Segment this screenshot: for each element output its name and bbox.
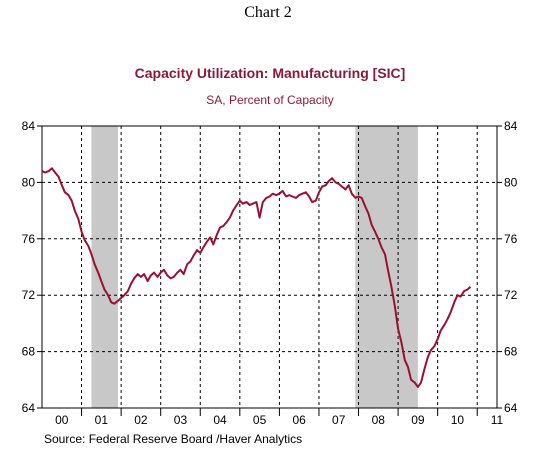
x-label-02: 02 bbox=[134, 413, 148, 427]
x-label-05: 05 bbox=[253, 413, 267, 427]
x-label-09: 09 bbox=[411, 413, 425, 427]
y-label-left-68: 68 bbox=[22, 345, 36, 359]
chart-subtitle: SA, Percent of Capacity bbox=[206, 93, 333, 107]
y-label-right-64: 64 bbox=[504, 401, 518, 415]
x-label-06: 06 bbox=[292, 413, 306, 427]
y-label-left-64: 64 bbox=[22, 401, 36, 415]
y-label-left-84: 84 bbox=[22, 119, 36, 133]
series-line-capacity-utilization bbox=[41, 167, 472, 388]
x-label-07: 07 bbox=[332, 413, 346, 427]
y-label-right-84: 84 bbox=[504, 119, 518, 133]
x-label-11: 11 bbox=[491, 413, 504, 427]
axis-tick-marks bbox=[37, 125, 502, 416]
y-axis-right-labels: 64 68 72 76 80 84 bbox=[504, 119, 518, 415]
plot-frame bbox=[41, 125, 498, 409]
y-label-right-68: 68 bbox=[504, 345, 518, 359]
y-label-right-72: 72 bbox=[504, 288, 518, 302]
y-label-left-76: 76 bbox=[22, 232, 36, 246]
grid-lines bbox=[42, 126, 497, 408]
y-label-left-80: 80 bbox=[22, 175, 36, 189]
x-label-04: 04 bbox=[213, 413, 227, 427]
recession-shading bbox=[91, 126, 418, 408]
x-label-08: 08 bbox=[372, 413, 386, 427]
y-label-right-76: 76 bbox=[504, 232, 518, 246]
chart-number: Chart 2 bbox=[244, 4, 292, 21]
source-note: Source: Federal Reserve Board /Haver Ana… bbox=[44, 432, 302, 446]
y-label-right-80: 80 bbox=[504, 175, 518, 189]
chart-title: Capacity Utilization: Manufacturing [SIC… bbox=[135, 65, 406, 81]
x-axis-labels: 00 01 02 03 04 05 06 07 08 09 10 11 bbox=[55, 413, 503, 427]
y-axis-left-labels: 64 68 72 76 80 84 bbox=[22, 119, 36, 415]
x-label-00: 00 bbox=[55, 413, 69, 427]
x-label-10: 10 bbox=[451, 413, 465, 427]
y-label-left-72: 72 bbox=[22, 288, 36, 302]
x-label-01: 01 bbox=[95, 413, 109, 427]
x-label-03: 03 bbox=[174, 413, 188, 427]
